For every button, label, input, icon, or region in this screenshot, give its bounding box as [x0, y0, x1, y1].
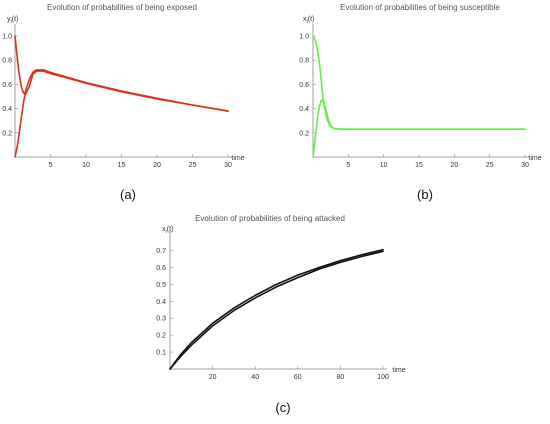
x-tick-label: 10	[380, 162, 388, 169]
x-tick-label: 25	[189, 162, 197, 169]
y-tick-label: 0.4	[2, 106, 12, 113]
y-tick-label: 0.2	[156, 333, 166, 340]
y-tick-label: 0.8	[2, 58, 12, 65]
y-tick-label: 0.3	[156, 316, 166, 323]
y-tick-label: 0.2	[2, 130, 12, 137]
y-tick-label: 0.8	[299, 58, 309, 65]
x-axis-label: time	[528, 155, 541, 162]
x-axis-label: time	[231, 155, 244, 162]
series-line	[169, 248, 384, 370]
chart-title: Evolution of probabilities of being expo…	[47, 3, 197, 12]
x-tick-label: 40	[251, 374, 259, 381]
x-tick-label: 25	[486, 162, 494, 169]
y-tick-label: 0.4	[299, 106, 309, 113]
x-axis-label: time	[392, 367, 405, 374]
y-tick-label: 0.1	[156, 350, 166, 357]
y-tick-label: 0.4	[156, 299, 166, 306]
chart-title: Evolution of probabilities of being atta…	[195, 214, 345, 223]
x-tick-label: 30	[521, 162, 529, 169]
panel-label: (b)	[417, 187, 433, 202]
x-tick-label: 10	[82, 162, 90, 169]
series-line	[14, 69, 229, 158]
y-tick-label: 0.7	[156, 248, 166, 255]
y-tick-label: 0.6	[156, 265, 166, 272]
x-tick-label: 30	[224, 162, 232, 169]
x-tick-label: 15	[415, 162, 423, 169]
y-axis-label: xi(t)	[162, 226, 173, 235]
y-tick-label: 0.6	[2, 82, 12, 89]
series-line	[14, 35, 229, 112]
y-tick-label: 0.5	[156, 282, 166, 289]
chart-title: Evolution of probabilities of being susc…	[340, 3, 500, 12]
panel-label: (a)	[120, 187, 136, 202]
chart-panel: Evolution of probabilities of being expo…	[2, 3, 244, 202]
x-tick-label: 20	[209, 374, 217, 381]
chart-panel: Evolution of probabilities of being susc…	[299, 3, 541, 202]
x-tick-label: 100	[377, 374, 389, 381]
y-tick-label: 0.2	[299, 130, 309, 137]
chart-panel: Evolution of probabilities of being atta…	[156, 214, 405, 415]
x-tick-label: 20	[153, 162, 161, 169]
y-tick-label: 0.6	[299, 82, 309, 89]
x-tick-label: 5	[49, 162, 53, 169]
x-tick-label: 20	[450, 162, 458, 169]
y-tick-label: 1.0	[299, 34, 309, 41]
x-tick-label: 5	[346, 162, 350, 169]
y-tick-label: 1.0	[2, 34, 12, 41]
x-tick-label: 15	[118, 162, 126, 169]
x-tick-label: 60	[294, 374, 302, 381]
series-line	[312, 35, 526, 130]
series-line	[169, 250, 384, 370]
series-line	[312, 99, 526, 158]
x-tick-label: 80	[337, 374, 345, 381]
panel-label: (c)	[275, 400, 290, 415]
y-axis-label: xi(t)	[303, 16, 314, 25]
y-axis-label: yi(t)	[7, 16, 18, 25]
